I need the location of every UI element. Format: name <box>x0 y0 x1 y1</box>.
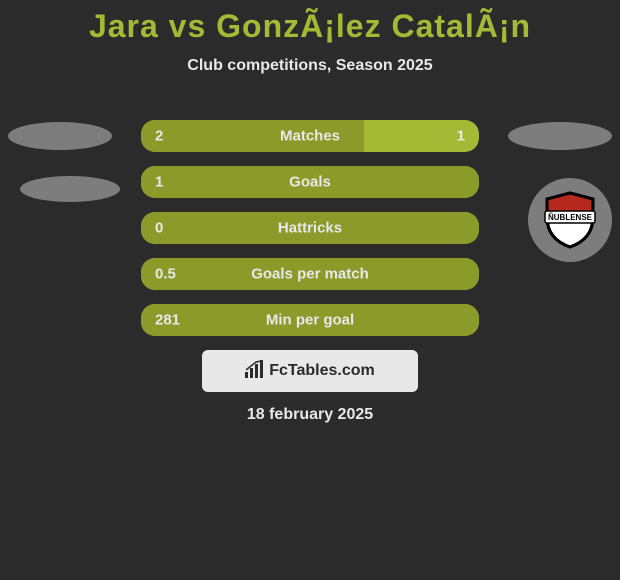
stat-bar: 0 Hattricks <box>141 212 479 244</box>
stat-label: Goals <box>289 174 331 191</box>
stat-bar: 1 Goals <box>141 166 479 198</box>
stat-label: Hattricks <box>278 220 342 237</box>
stat-left-value: 0 <box>155 220 163 237</box>
stat-label: Goals per match <box>251 266 369 283</box>
bars-list: 2 1 Matches 1 Goals 0 Hattricks 0.5 Goals per ma… <box>0 120 620 336</box>
chart-icon <box>245 360 265 383</box>
stat-right-value: 1 <box>457 128 465 145</box>
stat-bar: 0.5 Goals per match <box>141 258 479 290</box>
stats-area: 2 1 Matches 1 Goals 0 Hattricks 0.5 Goals per ma… <box>0 120 620 424</box>
page-title: Jara vs GonzÃ¡lez CatalÃ¡n <box>0 0 620 45</box>
stat-label: Min per goal <box>266 312 354 329</box>
stat-label: Matches <box>280 128 340 145</box>
stat-left-value: 281 <box>155 312 180 329</box>
subtitle: Club competitions, Season 2025 <box>0 57 620 75</box>
stat-left-value: 0.5 <box>155 266 176 283</box>
stat-left-value: 1 <box>155 174 163 191</box>
watermark-text: FcTables.com <box>269 362 375 380</box>
stat-bar: 2 1 Matches <box>141 120 479 152</box>
watermark: FcTables.com <box>202 350 418 392</box>
stat-bar: 281 Min per goal <box>141 304 479 336</box>
stat-left-value: 2 <box>155 128 163 145</box>
date-text: 18 february 2025 <box>0 406 620 424</box>
infographic-container: Jara vs GonzÃ¡lez CatalÃ¡n Club competit… <box>0 0 620 580</box>
